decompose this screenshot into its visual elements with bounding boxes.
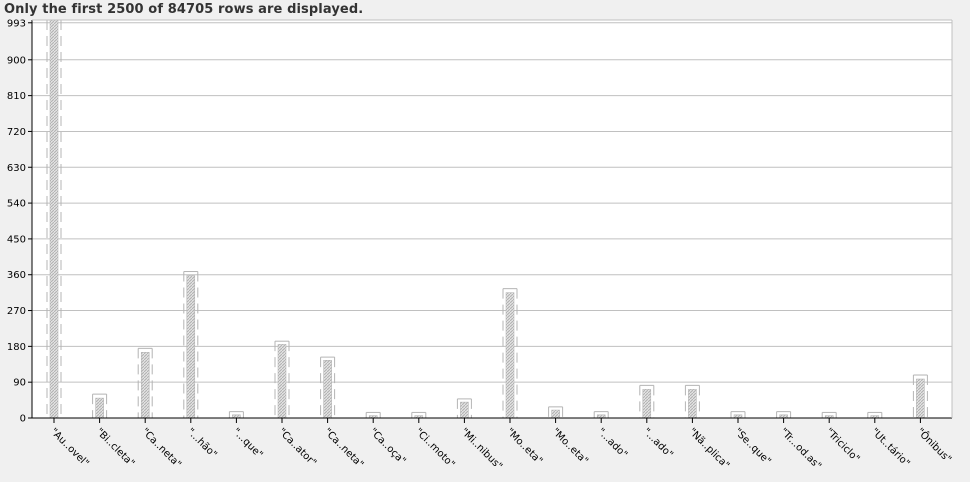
grid-lines (32, 22, 952, 419)
y-tick-label: 540 (7, 199, 26, 210)
x-category-label: "Bi..cleta" (93, 426, 136, 469)
x-category-label: "Triciclo" (823, 426, 861, 464)
axes-group (31, 19, 953, 419)
bar-group (137, 347, 153, 423)
y-tick-label: 900 (7, 55, 26, 66)
y-tick-label: 270 (7, 306, 26, 317)
x-category-label: "Au..ovel" (48, 426, 91, 469)
x-category-label: "Nã..plica" (686, 426, 731, 471)
row-limit-notice: Only the first 2500 of 84705 rows are di… (4, 2, 364, 17)
bar (642, 389, 652, 419)
y-tick-label: 90 (13, 378, 26, 389)
bar-group (365, 411, 381, 423)
x-category-label: "...que" (230, 426, 264, 460)
x-category-label: "...hão" (185, 426, 219, 460)
bar (140, 352, 150, 419)
bar (505, 292, 515, 419)
bar-group (411, 411, 427, 423)
x-category-label: "...ado" (595, 426, 629, 460)
x-category-label: "...ado" (641, 426, 675, 460)
bar (688, 389, 697, 419)
bar-group (776, 411, 792, 423)
bar-group (92, 393, 108, 423)
bar (460, 401, 469, 419)
x-category-label: "Tr...od.as" (777, 426, 823, 472)
bar-chart: 0 90 180 270 360 450 540 630 720 810 900 993 "Au..o… (0, 18, 970, 482)
bar (323, 360, 332, 419)
x-category-label: "Mo..eta" (549, 426, 590, 467)
y-tick-label: 720 (7, 127, 26, 138)
bar-group (502, 288, 518, 423)
bar-group (456, 398, 472, 423)
bar (95, 397, 104, 419)
y-tick-label: 0 (20, 414, 26, 425)
y-tick-label: 630 (7, 163, 26, 174)
y-tick-label: 450 (7, 234, 26, 245)
bar-group (684, 384, 700, 423)
y-tick-label: 810 (7, 91, 26, 102)
x-category-label: "Ca..oça" (367, 426, 408, 467)
bar-group (821, 411, 837, 423)
y-tick-label: 360 (7, 270, 26, 281)
x-category-label: "Mi..nibus" (458, 426, 504, 472)
bar (277, 344, 287, 419)
y-tick-label: 993 (7, 18, 26, 29)
bar-group (228, 411, 244, 423)
x-category-label: "Ca..neta" (139, 426, 183, 470)
y-axis-ticks: 0 90 180 270 360 450 540 630 720 810 900 993 (7, 18, 32, 425)
x-category-label: "Ca..ator" (276, 426, 318, 468)
bar (186, 275, 196, 419)
bar-group (867, 411, 883, 423)
bar (49, 19, 59, 419)
y-tick-label: 180 (7, 342, 26, 353)
x-category-label: "Ut..tário" (869, 426, 913, 470)
x-axis-labels: "Au..ovel" "Bi..cleta" "Ca..neta" "...hão" "… (48, 425, 955, 472)
x-category-label: "Mo..eta" (504, 426, 545, 467)
plot-area (32, 20, 952, 418)
bar (916, 378, 925, 419)
x-category-label: "Ca..neta" (321, 426, 365, 470)
bar-group (912, 374, 928, 423)
x-category-label: "Ci..moto" (413, 426, 457, 470)
chart-canvas: 0 90 180 270 360 450 540 630 720 810 900 993 "Au..o… (7, 18, 955, 472)
bars-group (46, 19, 928, 423)
x-category-label: "Ônibus" (914, 425, 954, 465)
x-category-label: "Se..que" (732, 426, 773, 467)
bar (551, 409, 560, 419)
